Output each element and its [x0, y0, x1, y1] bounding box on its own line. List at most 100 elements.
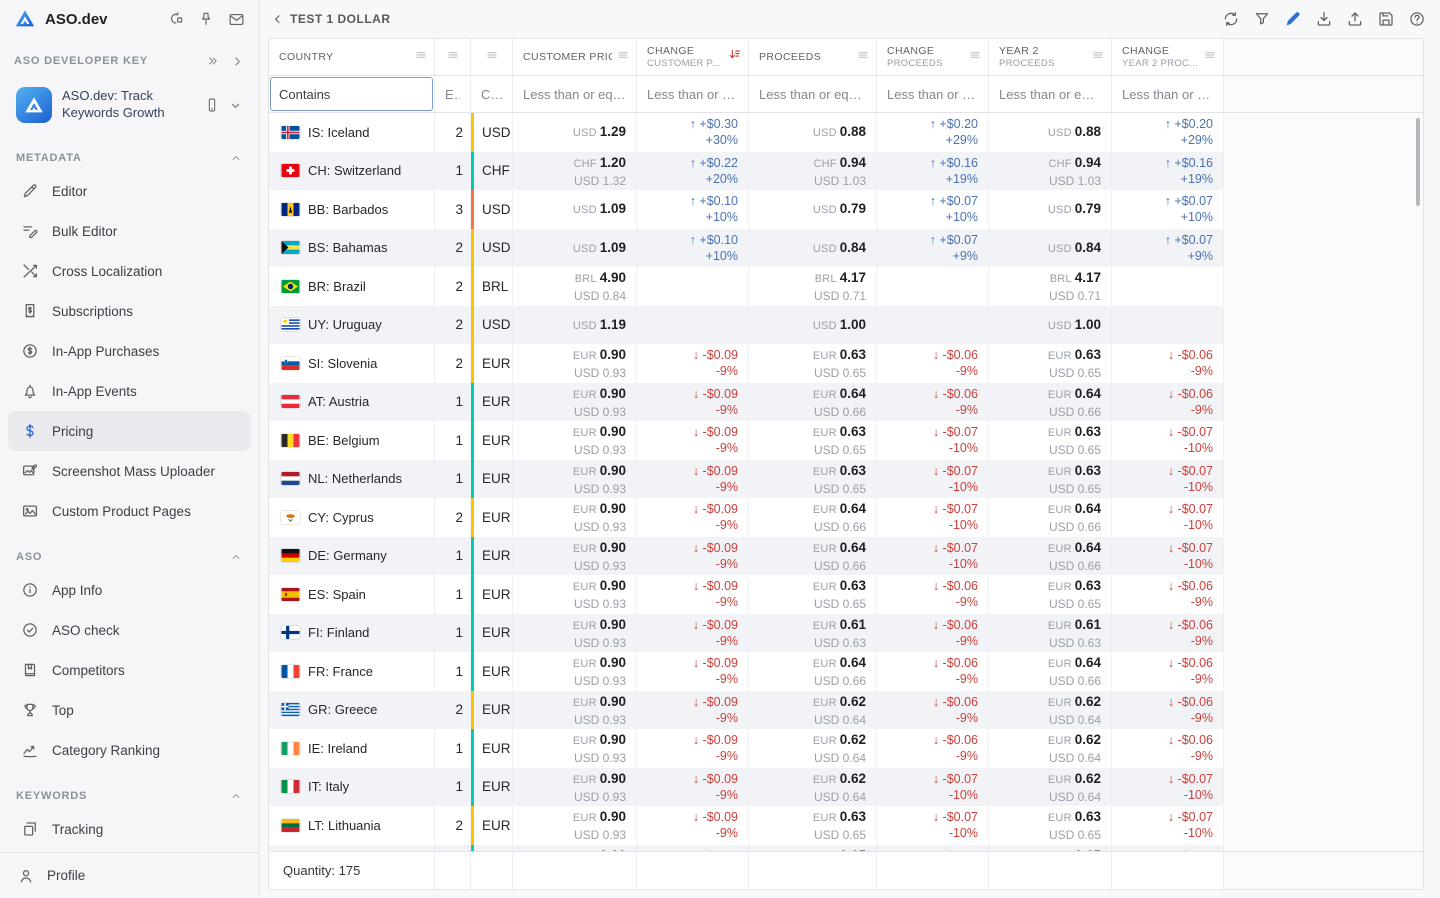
table-row[interactable]: UY: Uruguay 2 USD USD 1.19 USD 1.00 USD 1.00	[269, 305, 1423, 344]
chevron-down-icon[interactable]	[228, 98, 243, 113]
cell-change-customer-price[interactable]: ↓ -$0.09-9%	[637, 344, 749, 383]
cell-change-customer-price[interactable]: ↑ +$0.10 +10%	[637, 190, 749, 229]
cell-proceeds[interactable]: EUR 0.63 USD 0.65	[749, 421, 877, 460]
cell-quantity[interactable]: 2	[435, 113, 471, 152]
cell-country[interactable]: CY: Cyprus	[269, 498, 435, 537]
sidebar-item-top[interactable]: Top	[8, 690, 251, 730]
cell-proceeds[interactable]: USD 0.79	[749, 190, 877, 229]
cell-country[interactable]: CH: Switzerland	[269, 151, 435, 190]
sidebar-item-editor[interactable]: Editor	[8, 171, 251, 211]
cell-year2-proceeds[interactable]: USD 0.79	[989, 190, 1112, 229]
cell-quantity[interactable]: 1	[435, 382, 471, 421]
cell-year2-proceeds[interactable]: EUR 0.63 USD 0.65	[989, 806, 1112, 845]
cell-proceeds[interactable]: EUR 0.63 USD 0.65	[749, 344, 877, 383]
table-row[interactable]: NL: Netherlands 1 EUR EUR 0.90 USD 0.93 ↓ -$0.…	[269, 459, 1423, 498]
cell-change-year2-proceeds[interactable]: ↑ +$0.20 +29%	[1112, 113, 1224, 152]
sidebar-item-custom-product-pages[interactable]: Custom Product Pages	[8, 491, 251, 531]
column-header-proceeds[interactable]: PROCEEDS	[749, 39, 877, 75]
cell-change-proceeds[interactable]: ↓ -$0.06 -9%	[877, 382, 989, 421]
column-menu-icon[interactable]	[485, 48, 499, 67]
cell-change-proceeds[interactable]: ↓ -$0.07-10%	[877, 536, 989, 575]
cell-year2-proceeds[interactable]: BRL 4.17 USD 0.71	[989, 267, 1112, 306]
cell-proceeds[interactable]: EUR 0.64 USD 0.66	[749, 652, 877, 691]
cell-proceeds[interactable]: EUR 0.63 USD 0.65	[749, 575, 877, 614]
column-menu-icon[interactable]	[856, 48, 870, 67]
cell-change-proceeds[interactable]: ↑ +$0.07 +10%	[877, 190, 989, 229]
sidebar-item-competitors[interactable]: Competitors	[8, 650, 251, 690]
download-icon[interactable]	[1315, 10, 1333, 28]
cell-country[interactable]: BB: Barbados	[269, 190, 435, 229]
cell-change-customer-price[interactable]: ↓ -$0.09-9%	[637, 536, 749, 575]
cell-quantity[interactable]: 3	[435, 190, 471, 229]
back-icon[interactable]	[270, 12, 285, 27]
cell-quantity[interactable]: 2	[435, 690, 471, 729]
cell-change-year2-proceeds[interactable]: ↓ -$0.07-10%	[1112, 806, 1224, 845]
cell-quantity[interactable]: 1	[435, 575, 471, 614]
cell-currency[interactable]: USD	[471, 113, 513, 152]
cell-customer-price[interactable]: USD 1.19	[513, 305, 637, 344]
cell-country[interactable]: DE: Germany	[269, 536, 435, 575]
filter-change_year2_proceeds[interactable]: Less than or equ...	[1112, 76, 1224, 112]
table-row[interactable]: BB: Barbados 3 USD USD 1.09 ↑ +$0.10 +10% USD 0.…	[269, 190, 1423, 229]
cell-country[interactable]: SI: Slovenia	[269, 344, 435, 383]
upload-icon[interactable]	[1346, 10, 1364, 28]
cell-country[interactable]: BS: Bahamas	[269, 228, 435, 267]
cell-proceeds[interactable]: USD 1.00	[749, 305, 877, 344]
cell-quantity[interactable]: 2	[435, 228, 471, 267]
cell-change-customer-price[interactable]: ↑ +$0.30 +30%	[637, 113, 749, 152]
sidebar-item-screenshot-mass-uploader[interactable]: Screenshot Mass Uploader	[8, 451, 251, 491]
cell-change-year2-proceeds[interactable]: ↓ -$0.07-10%	[1112, 421, 1224, 460]
cell-change-customer-price[interactable]: ↓ -$0.09-9%	[637, 844, 749, 851]
column-header-change_customer_price[interactable]: CHANGE CUSTOMER P...	[637, 39, 749, 75]
column-header-quantity[interactable]	[435, 39, 471, 75]
column-menu-icon[interactable]	[1091, 48, 1105, 67]
cell-year2-proceeds[interactable]: EUR 0.63 USD 0.65	[989, 575, 1112, 614]
filter-icon[interactable]	[1253, 10, 1271, 28]
cell-year2-proceeds[interactable]: EUR 0.64 USD 0.66	[989, 536, 1112, 575]
filter-year2_proceeds[interactable]: Less than or equal...	[989, 76, 1112, 112]
cell-year2-proceeds[interactable]: EUR 0.63 USD 0.65	[989, 421, 1112, 460]
cell-currency[interactable]: EUR	[471, 690, 513, 729]
filter-change_customer_price[interactable]: Less than or equ...	[637, 76, 749, 112]
cell-proceeds[interactable]: EUR 0.64 USD 0.66	[749, 498, 877, 537]
switch-account-icon[interactable]	[168, 11, 184, 27]
cell-quantity[interactable]: 2	[435, 267, 471, 306]
column-header-year2_proceeds[interactable]: YEAR 2 PROCEEDS	[989, 39, 1112, 75]
cell-change-year2-proceeds[interactable]: ↓ -$0.07-10%	[1112, 767, 1224, 806]
cell-quantity[interactable]: 1	[435, 652, 471, 691]
cell-year2-proceeds[interactable]: EUR 0.64 USD 0.66	[989, 382, 1112, 421]
cell-change-year2-proceeds[interactable]: ↓ -$0.06 -9%	[1112, 344, 1224, 383]
cell-currency[interactable]: EUR	[471, 844, 513, 851]
table-row[interactable]: AT: Austria 1 EUR EUR 0.90 USD 0.93 ↓ -$0.09 -9…	[269, 382, 1423, 421]
cell-year2-proceeds[interactable]: EUR 0.62 USD 0.64	[989, 690, 1112, 729]
cell-change-proceeds[interactable]: ↑ +$0.07 +9%	[877, 228, 989, 267]
table-row[interactable]: IS: Iceland 2 USD USD 1.29 ↑ +$0.30 +30% USD 0.8…	[269, 113, 1423, 152]
cell-year2-proceeds[interactable]: CHF 0.94 USD 1.03	[989, 151, 1112, 190]
sidebar-item-bulk-editor[interactable]: Bulk Editor	[8, 211, 251, 251]
cell-year2-proceeds[interactable]: USD 1.00	[989, 305, 1112, 344]
cell-currency[interactable]: EUR	[471, 421, 513, 460]
cell-proceeds[interactable]: BRL 4.17 USD 0.71	[749, 267, 877, 306]
cell-country[interactable]: IT: Italy	[269, 767, 435, 806]
sort-desc-icon[interactable]	[727, 47, 742, 67]
cell-currency[interactable]: EUR	[471, 806, 513, 845]
cell-year2-proceeds[interactable]: USD 0.84	[989, 228, 1112, 267]
cell-country[interactable]: FI: Finland	[269, 613, 435, 652]
save-icon[interactable]	[1377, 10, 1395, 28]
cell-country[interactable]: IE: Ireland	[269, 729, 435, 768]
cell-currency[interactable]: EUR	[471, 382, 513, 421]
cell-change-year2-proceeds[interactable]: ↑ +$0.07 +9%	[1112, 228, 1224, 267]
cell-country[interactable]: LU: Luxembourg	[269, 844, 435, 851]
cell-currency[interactable]: EUR	[471, 536, 513, 575]
cell-change-year2-proceeds[interactable]: ↑ +$0.16 +19%	[1112, 151, 1224, 190]
cell-change-year2-proceeds[interactable]: ↓ -$0.07-10%	[1112, 498, 1224, 537]
cell-year2-proceeds[interactable]: USD 0.88	[989, 113, 1112, 152]
sidebar-item-tracking[interactable]: Tracking	[8, 809, 251, 849]
cell-country[interactable]: ES: Spain	[269, 575, 435, 614]
filter-quantity[interactable]: Eq...	[435, 76, 471, 112]
